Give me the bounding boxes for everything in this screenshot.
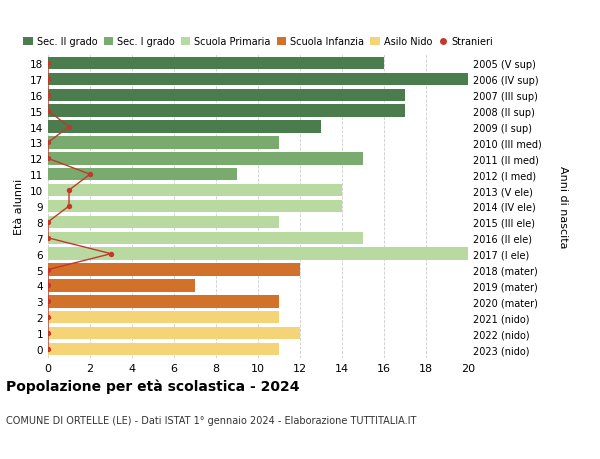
- Bar: [48, 296, 279, 308]
- Point: [64, 203, 74, 210]
- Bar: [48, 121, 321, 134]
- Point: [43, 140, 53, 147]
- Point: [43, 266, 53, 274]
- Bar: [48, 232, 363, 245]
- Bar: [48, 153, 363, 165]
- Point: [43, 346, 53, 353]
- Point: [64, 187, 74, 194]
- Text: Popolazione per età scolastica - 2024: Popolazione per età scolastica - 2024: [6, 379, 299, 393]
- Bar: [48, 280, 195, 292]
- Point: [43, 92, 53, 99]
- Y-axis label: Anni di nascita: Anni di nascita: [558, 165, 568, 248]
- Point: [43, 76, 53, 84]
- Bar: [48, 216, 279, 229]
- Y-axis label: Età alunni: Età alunni: [14, 179, 25, 235]
- Point: [43, 330, 53, 337]
- Point: [43, 108, 53, 115]
- Bar: [48, 90, 405, 102]
- Bar: [48, 343, 279, 355]
- Bar: [48, 105, 405, 118]
- Bar: [48, 137, 279, 149]
- Bar: [48, 264, 300, 276]
- Bar: [48, 248, 468, 260]
- Bar: [48, 58, 384, 70]
- Point: [43, 298, 53, 305]
- Point: [43, 219, 53, 226]
- Point: [43, 282, 53, 290]
- Point: [106, 251, 116, 258]
- Bar: [48, 185, 342, 197]
- Point: [43, 314, 53, 321]
- Bar: [48, 327, 300, 340]
- Bar: [48, 311, 279, 324]
- Point: [85, 171, 95, 179]
- Text: COMUNE DI ORTELLE (LE) - Dati ISTAT 1° gennaio 2024 - Elaborazione TUTTITALIA.IT: COMUNE DI ORTELLE (LE) - Dati ISTAT 1° g…: [6, 415, 416, 425]
- Point: [43, 155, 53, 162]
- Point: [43, 235, 53, 242]
- Bar: [48, 201, 342, 213]
- Point: [43, 60, 53, 67]
- Point: [64, 123, 74, 131]
- Legend: Sec. II grado, Sec. I grado, Scuola Primaria, Scuola Infanzia, Asilo Nido, Stran: Sec. II grado, Sec. I grado, Scuola Prim…: [23, 37, 493, 47]
- Bar: [48, 168, 237, 181]
- Bar: [48, 73, 468, 86]
